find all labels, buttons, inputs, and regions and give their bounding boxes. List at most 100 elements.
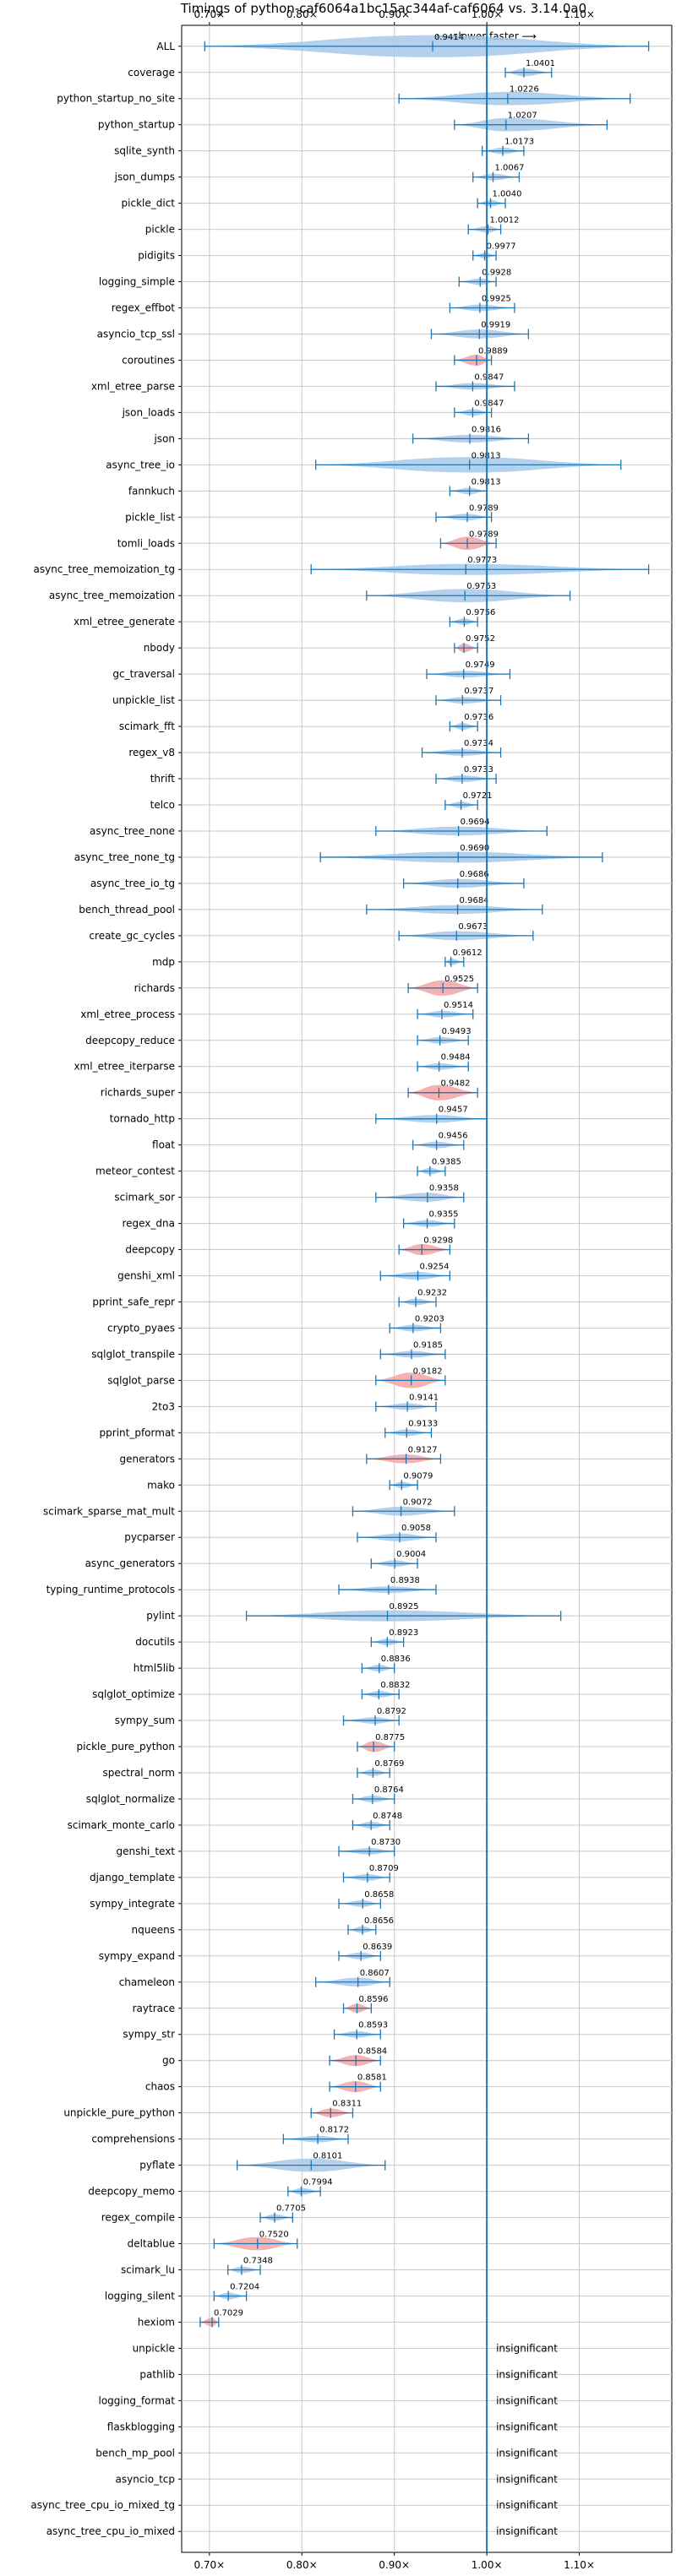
benchmark-label: regex_effbot (112, 302, 176, 314)
benchmark-label: xml_etree_process (80, 1008, 175, 1020)
benchmark-label: pickle_list (125, 511, 175, 523)
value-label: 0.7994 (303, 2178, 333, 2187)
benchmark-label: genshi_text (117, 1845, 176, 1857)
value-label: 0.9141 (409, 1393, 439, 1402)
x-tick-label-top: 0.80× (286, 8, 318, 20)
benchmark-label: json (153, 432, 175, 444)
value-label: 0.8584 (357, 2047, 387, 2057)
x-tick-label-bottom: 1.10× (564, 2559, 595, 2571)
insignificant-label: insignificant (496, 2473, 558, 2485)
value-label: 0.9749 (466, 660, 495, 670)
value-label: 0.9612 (453, 948, 482, 958)
benchmark-label: sqlglot_normalize (86, 1793, 175, 1805)
value-label: 0.9737 (464, 687, 493, 696)
value-label: 1.0401 (526, 59, 555, 68)
benchmark-label: pprint_pformat (100, 1427, 176, 1438)
value-label: 0.8709 (369, 1864, 399, 1873)
benchmark-label: sympy_integrate (90, 1898, 175, 1910)
value-label: 0.9385 (432, 1158, 461, 1167)
benchmark-label: sympy_expand (99, 1950, 175, 1962)
benchmark-label: pathlib (139, 2368, 175, 2380)
value-label: 0.9358 (429, 1184, 459, 1193)
value-label: 0.8938 (390, 1576, 420, 1585)
benchmark-label: unpickle_pure_python (63, 2107, 175, 2119)
benchmark-label: bench_thread_pool (79, 904, 175, 916)
value-label: 0.9756 (466, 608, 495, 617)
value-label: 0.9789 (469, 503, 499, 513)
benchmark-label: chaos (145, 2081, 175, 2093)
benchmark-label: python_startup_no_site (57, 93, 175, 105)
benchmark-label: async_tree_none (90, 825, 175, 837)
benchmark-label: spectral_norm (102, 1767, 175, 1779)
value-label: 0.9889 (478, 346, 508, 356)
value-label: 1.0173 (504, 138, 534, 147)
value-label: 0.9721 (463, 791, 493, 801)
value-label: 1.0067 (494, 164, 524, 173)
benchmark-label: sqlglot_parse (107, 1374, 175, 1386)
value-label: 0.9925 (482, 295, 511, 304)
value-label: 0.9847 (474, 399, 504, 408)
value-label: 0.9773 (467, 556, 497, 565)
value-label: 0.8832 (380, 1681, 410, 1690)
benchmark-label: fannkuch (128, 485, 175, 497)
benchmark-label: meteor_contest (95, 1166, 175, 1177)
benchmark-label: regex_dna (122, 1218, 175, 1230)
value-label: 0.9457 (439, 1106, 468, 1115)
value-label: 0.9694 (461, 818, 490, 827)
x-tick-label-bottom: 0.70× (194, 2559, 225, 2571)
benchmark-label: async_tree_cpu_io_mixed_tg (30, 2499, 175, 2511)
value-label: 0.9127 (408, 1445, 438, 1454)
value-label: 0.9185 (413, 1340, 443, 1350)
benchmark-label: tomli_loads (117, 537, 175, 549)
value-label: 0.9232 (417, 1288, 447, 1297)
value-label: 0.8923 (389, 1628, 418, 1638)
x-tick-label-bottom: 1.00× (472, 2559, 503, 2571)
insignificant-label: insignificant (496, 2447, 558, 2459)
benchmark-label: logging_silent (105, 2290, 175, 2302)
benchmark-label: mdp (152, 956, 175, 968)
benchmark-label: comprehensions (91, 2133, 175, 2145)
benchmark-label: hexiom (138, 2316, 175, 2328)
benchmark-label: pprint_safe_repr (92, 1296, 175, 1307)
value-label: 0.8836 (381, 1655, 411, 1664)
value-label: 0.8581 (357, 2073, 387, 2083)
x-tick-label-top: 1.00× (472, 8, 503, 20)
benchmark-label: xml_etree_generate (74, 616, 175, 628)
benchmark-label: pickle (145, 224, 175, 236)
benchmark-label: gc_traversal (112, 668, 175, 680)
benchmark-label: nbody (144, 642, 175, 654)
value-label: 1.0040 (493, 190, 522, 199)
value-label: 0.9079 (403, 1471, 433, 1481)
value-label: 0.9752 (466, 634, 495, 644)
value-label: 0.8639 (363, 1943, 392, 1952)
insignificant-label: insignificant (496, 2394, 558, 2406)
benchmark-label: generators (119, 1453, 175, 1465)
benchmark-label: chameleon (119, 1976, 175, 1988)
value-label: 0.8925 (389, 1602, 418, 1611)
benchmark-label: async_tree_memoization_tg (34, 563, 175, 575)
benchmark-label: scimark_monte_carlo (68, 1819, 175, 1831)
value-label: 0.9847 (474, 372, 504, 382)
value-label: 0.9733 (464, 765, 493, 774)
benchmark-label: scimark_sparse_mat_mult (43, 1505, 175, 1517)
value-label: 0.7204 (230, 2282, 259, 2291)
x-tick-label-bottom: 0.80× (286, 2559, 318, 2571)
insignificant-label: insignificant (496, 2421, 558, 2432)
benchmark-label: deltablue (128, 2238, 175, 2250)
benchmark-label: pycparser (124, 1531, 175, 1543)
benchmark-label: django_template (90, 1872, 175, 1883)
value-label: 0.9690 (460, 844, 489, 853)
value-label: 0.9072 (403, 1497, 433, 1507)
insignificant-label: insignificant (496, 2342, 558, 2354)
benchmark-label: scimark_fft (119, 720, 175, 732)
value-label: 0.7705 (276, 2204, 306, 2214)
value-label: 1.0012 (489, 216, 519, 226)
benchmark-label: pylint (146, 1610, 175, 1622)
value-label: 0.9004 (396, 1550, 426, 1559)
benchmark-label: xml_etree_iterparse (74, 1061, 175, 1073)
value-label: 0.9254 (419, 1263, 449, 1272)
x-tick-label-bottom: 0.90× (379, 2559, 410, 2571)
benchmark-label: xml_etree_parse (91, 380, 175, 392)
benchmark-label: python_startup (98, 119, 175, 131)
benchmark-label: pickle_pure_python (77, 1741, 175, 1753)
